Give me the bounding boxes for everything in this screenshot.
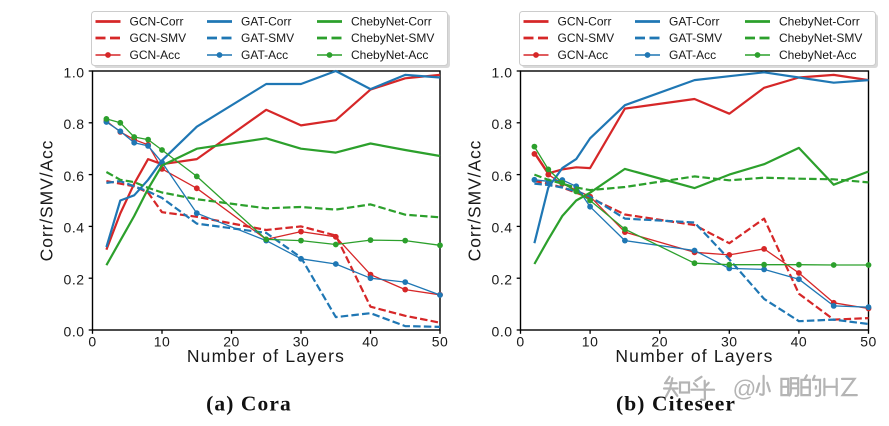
- svg-text:GCN-Acc: GCN-Acc: [130, 48, 181, 62]
- svg-text:0.6: 0.6: [492, 168, 513, 184]
- svg-text:ChebyNet-Acc: ChebyNet-Acc: [779, 48, 856, 62]
- svg-text:40: 40: [362, 334, 379, 350]
- svg-text:0.6: 0.6: [64, 168, 85, 184]
- svg-text:20: 20: [651, 334, 668, 350]
- svg-text:ChebyNet-Acc: ChebyNet-Acc: [351, 48, 428, 62]
- svg-text:1.0: 1.0: [492, 64, 513, 80]
- svg-text:0.4: 0.4: [492, 220, 513, 236]
- svg-text:10: 10: [582, 334, 599, 350]
- svg-text:20: 20: [223, 334, 240, 350]
- svg-text:ChebyNet-Corr: ChebyNet-Corr: [351, 15, 432, 29]
- svg-text:GAT-Corr: GAT-Corr: [241, 15, 291, 29]
- svg-text:(a) Cora: (a) Cora: [206, 392, 292, 416]
- svg-text:30: 30: [721, 334, 738, 350]
- svg-text:50: 50: [432, 334, 449, 350]
- svg-text:@: @: [733, 375, 757, 401]
- svg-text:0: 0: [516, 334, 524, 350]
- svg-text:GAT-Corr: GAT-Corr: [669, 15, 719, 29]
- svg-text:GAT-Acc: GAT-Acc: [669, 48, 716, 62]
- svg-text:10: 10: [154, 334, 171, 350]
- svg-text:GCN-SMV: GCN-SMV: [558, 31, 615, 45]
- svg-text:GCN-SMV: GCN-SMV: [130, 31, 187, 45]
- svg-text:Number of Layers: Number of Layers: [615, 346, 773, 366]
- svg-text:Number of Layers: Number of Layers: [187, 346, 345, 366]
- svg-text:0.8: 0.8: [492, 116, 513, 132]
- svg-text:0.2: 0.2: [64, 272, 85, 288]
- svg-text:50: 50: [860, 334, 877, 350]
- svg-text:ChebyNet-Corr: ChebyNet-Corr: [779, 15, 860, 29]
- svg-text:GCN-Acc: GCN-Acc: [558, 48, 609, 62]
- svg-text:0.4: 0.4: [64, 220, 85, 236]
- svg-text:0.2: 0.2: [492, 272, 513, 288]
- svg-text:30: 30: [293, 334, 310, 350]
- svg-text:GAT-Acc: GAT-Acc: [241, 48, 288, 62]
- svg-text:GCN-Corr: GCN-Corr: [558, 15, 612, 29]
- svg-text:(b) Citeseer: (b) Citeseer: [616, 392, 736, 416]
- svg-text:40: 40: [791, 334, 808, 350]
- svg-text:0.0: 0.0: [492, 323, 513, 339]
- svg-text:ChebyNet-SMV: ChebyNet-SMV: [351, 31, 434, 45]
- svg-text:GAT-SMV: GAT-SMV: [241, 31, 294, 45]
- svg-text:Corr/SMV/Acc: Corr/SMV/Acc: [37, 140, 57, 262]
- svg-text:Corr/SMV/Acc: Corr/SMV/Acc: [465, 140, 485, 262]
- svg-text:0.8: 0.8: [64, 116, 85, 132]
- svg-text:ChebyNet-SMV: ChebyNet-SMV: [779, 31, 862, 45]
- svg-text:0.0: 0.0: [64, 323, 85, 339]
- svg-text:GAT-SMV: GAT-SMV: [669, 31, 722, 45]
- svg-text:1.0: 1.0: [64, 64, 85, 80]
- svg-text:GCN-Corr: GCN-Corr: [130, 15, 184, 29]
- svg-text:0: 0: [88, 334, 96, 350]
